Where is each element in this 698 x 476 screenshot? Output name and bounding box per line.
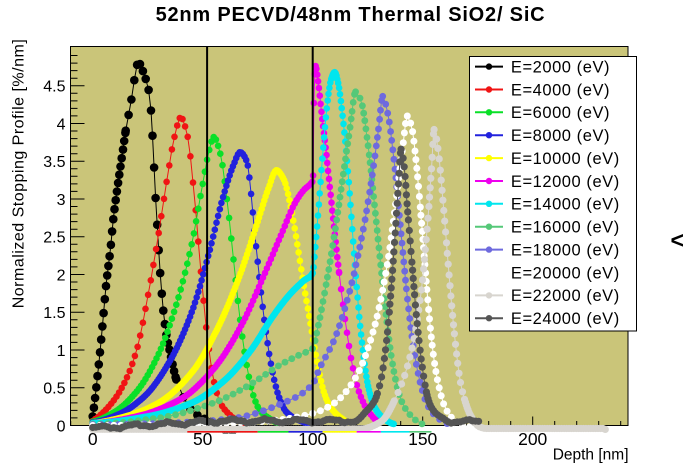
svg-text:150: 150	[408, 429, 437, 449]
svg-text:<: <	[671, 227, 684, 253]
svg-text:E=18000 (eV): E=18000 (eV)	[511, 241, 620, 259]
svg-text:2: 2	[57, 267, 66, 284]
svg-text:200: 200	[518, 429, 547, 449]
svg-text:1: 1	[57, 343, 66, 360]
svg-text:Normalized Stopping Profile [%: Normalized Stopping Profile [%/nm]	[11, 39, 28, 309]
svg-text:E=14000 (eV): E=14000 (eV)	[511, 196, 620, 214]
svg-text:4: 4	[57, 116, 66, 133]
svg-text:3.5: 3.5	[43, 154, 65, 171]
svg-text:E=20000 (eV): E=20000 (eV)	[511, 264, 620, 282]
svg-text:0: 0	[57, 418, 66, 435]
svg-text:E=8000 (eV): E=8000 (eV)	[511, 127, 610, 145]
svg-text:52nm PECVD/48nm Thermal SiO2/: 52nm PECVD/48nm Thermal SiO2/ SiC	[156, 4, 546, 26]
svg-text:E=6000 (eV): E=6000 (eV)	[511, 104, 610, 122]
svg-text:2.5: 2.5	[43, 230, 65, 247]
svg-text:100: 100	[298, 429, 327, 449]
svg-text:E=2000 (eV): E=2000 (eV)	[511, 58, 610, 76]
svg-text:E=10000 (eV): E=10000 (eV)	[511, 150, 620, 168]
svg-text:Depth [nm]: Depth [nm]	[553, 447, 629, 464]
svg-text:4.5: 4.5	[43, 79, 65, 96]
svg-text:E=16000 (eV): E=16000 (eV)	[511, 219, 620, 237]
svg-text:50: 50	[193, 429, 213, 449]
svg-text:E=12000 (eV): E=12000 (eV)	[511, 173, 620, 191]
svg-text:0.5: 0.5	[43, 381, 65, 398]
svg-text:E=22000 (eV): E=22000 (eV)	[511, 287, 620, 305]
svg-text:1.5: 1.5	[43, 305, 65, 322]
svg-text:0: 0	[88, 429, 98, 449]
svg-text:E=24000 (eV): E=24000 (eV)	[511, 310, 620, 328]
svg-text:E=4000 (eV): E=4000 (eV)	[511, 81, 610, 99]
svg-text:3: 3	[57, 192, 66, 209]
